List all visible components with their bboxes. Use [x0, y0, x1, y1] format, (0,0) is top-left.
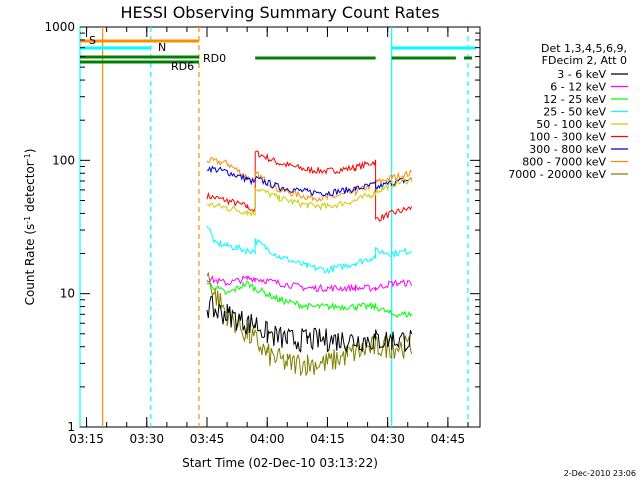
series-line-7	[206, 271, 413, 377]
x-tick-label-4: 04:15	[310, 432, 345, 446]
y-tick-label-0: 1	[67, 420, 75, 434]
legend-header-line-2: FDecim 2, Att 0	[542, 54, 627, 67]
date-stamp: 2-Dec-2010 23:06	[564, 469, 636, 478]
series-layer	[206, 150, 413, 377]
y-tick-label-3: 1000	[44, 20, 75, 34]
series-line-0	[206, 150, 413, 222]
x-axis-label: Start Time (02-Dec-10 03:13:22)	[182, 456, 378, 470]
series-line-2	[206, 165, 413, 197]
x-tick-label-3: 04:00	[250, 432, 285, 446]
y-tick-label-2: 100	[52, 153, 75, 167]
y-axis-label: Count Rate (s-1 detector-1)	[23, 149, 38, 306]
axis-ticks: 1 10 100 1000 03:15 03:30 03:45 04:00 04:15 04:30…	[44, 20, 480, 446]
x-tick-label-2: 03:45	[190, 432, 225, 446]
flag-label-s: S	[89, 34, 96, 47]
chart-title: HESSI Observing Summary Count Rates	[120, 3, 439, 22]
x-tick-label-5: 04:30	[370, 432, 405, 446]
flag-label-rd0: RD0	[203, 52, 226, 65]
legend-entry-label-2: 12 - 25 keV	[543, 93, 606, 106]
series-line-3	[206, 177, 413, 217]
legend-entry-label-4: 50 - 100 keV	[536, 118, 606, 131]
legend-entry-label-3: 25 - 50 keV	[543, 106, 606, 119]
legend-entry-label-0: 3 - 6 keV	[557, 68, 606, 81]
legend-entry-label-8: 7000 - 20000 keV	[508, 168, 606, 181]
series-line-6	[206, 280, 413, 319]
series-line-5	[206, 275, 413, 293]
series-line-1	[206, 157, 413, 202]
legend-entry-label-7: 800 - 7000 keV	[522, 156, 606, 169]
flag-bars	[80, 39, 476, 64]
legend-entry-label-5: 100 - 300 keV	[529, 131, 606, 144]
y-tick-label-1: 10	[60, 287, 75, 301]
series-line-4	[206, 225, 412, 275]
legend-header-line-1: Det 1,3,4,5,6,9,	[541, 42, 627, 55]
x-tick-label-1: 03:30	[129, 432, 164, 446]
legend-entry-label-1: 6 - 12 keV	[550, 81, 606, 94]
flag-label-n: N	[158, 41, 166, 54]
legend-entry-label-6: 300 - 800 keV	[529, 143, 606, 156]
x-tick-label-6: 04:45	[431, 432, 466, 446]
x-tick-label-0: 03:15	[69, 432, 104, 446]
legend: Det 1,3,4,5,6,9, FDecim 2, Att 0 3 - 6 k…	[508, 42, 628, 181]
vertical-marker-lines	[79, 27, 469, 427]
flag-label-rd6: RD6	[171, 60, 194, 73]
series-line-8	[206, 295, 413, 353]
